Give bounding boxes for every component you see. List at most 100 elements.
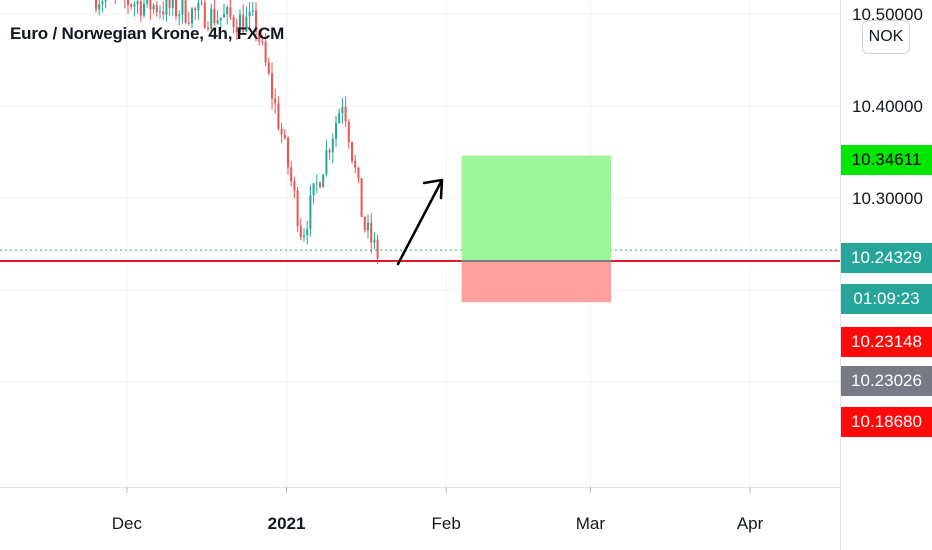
candle-body (248, 11, 251, 17)
candle-body (283, 134, 286, 138)
x-tick-label: Mar (576, 514, 606, 533)
candle-body (264, 41, 267, 63)
candle-body (171, 0, 174, 8)
candle-body (341, 106, 344, 114)
candle-body (139, 1, 142, 16)
candle-body (376, 239, 379, 259)
x-tick-label: Dec (112, 514, 143, 533)
candle-body (239, 14, 241, 33)
candle-body (136, 1, 139, 5)
entry-price-label: 10.23148 (841, 327, 932, 357)
candle-body (235, 27, 238, 33)
candle-body (149, 0, 152, 10)
candle-body (287, 137, 289, 168)
candle-body (245, 16, 248, 32)
candle-body (322, 174, 325, 188)
last-price-label: 10.24329 (841, 243, 932, 273)
candle-body (210, 8, 213, 29)
candle-body (191, 8, 193, 24)
candle-body (347, 121, 350, 143)
candle-body (130, 4, 133, 7)
candle-body (168, 0, 171, 8)
candle-body (197, 2, 200, 11)
arrow-shaft (396, 180, 443, 266)
gray-price-label: 10.23026 (841, 366, 932, 396)
candle-body (360, 178, 363, 217)
candle-body (280, 129, 283, 135)
candle-body (242, 14, 245, 32)
candle-body (194, 8, 197, 11)
candle-body (200, 2, 203, 4)
candle-body (274, 98, 277, 104)
candle-body (319, 182, 321, 188)
arrow-head (422, 178, 444, 200)
candle-body (184, 0, 187, 23)
candle-body (213, 8, 216, 24)
candle-body (98, 4, 101, 10)
candle-body (203, 2, 206, 28)
candle-body (159, 11, 161, 13)
grid (0, 0, 840, 487)
x-tick-label: 2021 (268, 514, 306, 533)
candle-body (255, 10, 257, 32)
candle-body (232, 17, 235, 28)
candle-body (325, 150, 328, 175)
candle-body (187, 22, 190, 24)
candle-body (133, 4, 136, 7)
candle-body (178, 14, 181, 17)
candle-body (152, 5, 155, 10)
candle-body (162, 11, 165, 15)
stop-zone (461, 261, 611, 303)
candle-body (335, 123, 337, 139)
target-price-label: 10.34611 (841, 145, 932, 175)
candle-body (95, 0, 97, 10)
candle-body (229, 7, 232, 18)
candle-body (104, 0, 107, 2)
candle-body (299, 226, 302, 238)
candle-body (315, 182, 318, 184)
y-tick-label: 10.30000 (852, 189, 923, 208)
candle-body (267, 62, 270, 74)
candle-body (219, 17, 222, 21)
candle-body (181, 0, 184, 15)
y-tick-label: 10.40000 (852, 97, 923, 116)
candle-body (344, 106, 347, 122)
candle-body (338, 113, 341, 124)
candle-body (351, 142, 353, 161)
stop-price-label: 10.18680 (841, 407, 932, 437)
candle-body (165, 0, 168, 15)
candle-body (251, 10, 254, 12)
candle-body (261, 41, 264, 43)
candle-body (226, 7, 229, 14)
x-tick-label: Apr (737, 514, 764, 533)
candle-body (258, 31, 261, 42)
candle-body (127, 0, 129, 5)
candle-body (296, 190, 299, 227)
candle-body (303, 235, 305, 238)
currency-button[interactable]: NOK (862, 20, 910, 54)
y-tick-label: 10.50000 (852, 5, 923, 24)
candle-body (306, 229, 309, 236)
candle-body (290, 167, 293, 182)
candle-body (357, 167, 360, 179)
candle-body (331, 138, 334, 153)
candle-body (309, 195, 312, 230)
candle-body (155, 5, 158, 13)
candle-body (216, 20, 219, 24)
candle-body (312, 183, 315, 196)
target-zone (461, 155, 611, 262)
countdown-label: 01:09:23 (841, 284, 932, 314)
candle-body (367, 222, 369, 231)
position-tool[interactable] (0, 155, 840, 303)
candles (95, 0, 379, 265)
candle-body (143, 3, 145, 16)
candle-body (207, 27, 209, 29)
candle-body (328, 150, 331, 153)
candle-body (271, 73, 273, 99)
candle-body (293, 181, 296, 191)
chart-title: Euro / Norwegian Krone, 4h, FXCM (10, 24, 285, 43)
candle-body (277, 103, 280, 130)
